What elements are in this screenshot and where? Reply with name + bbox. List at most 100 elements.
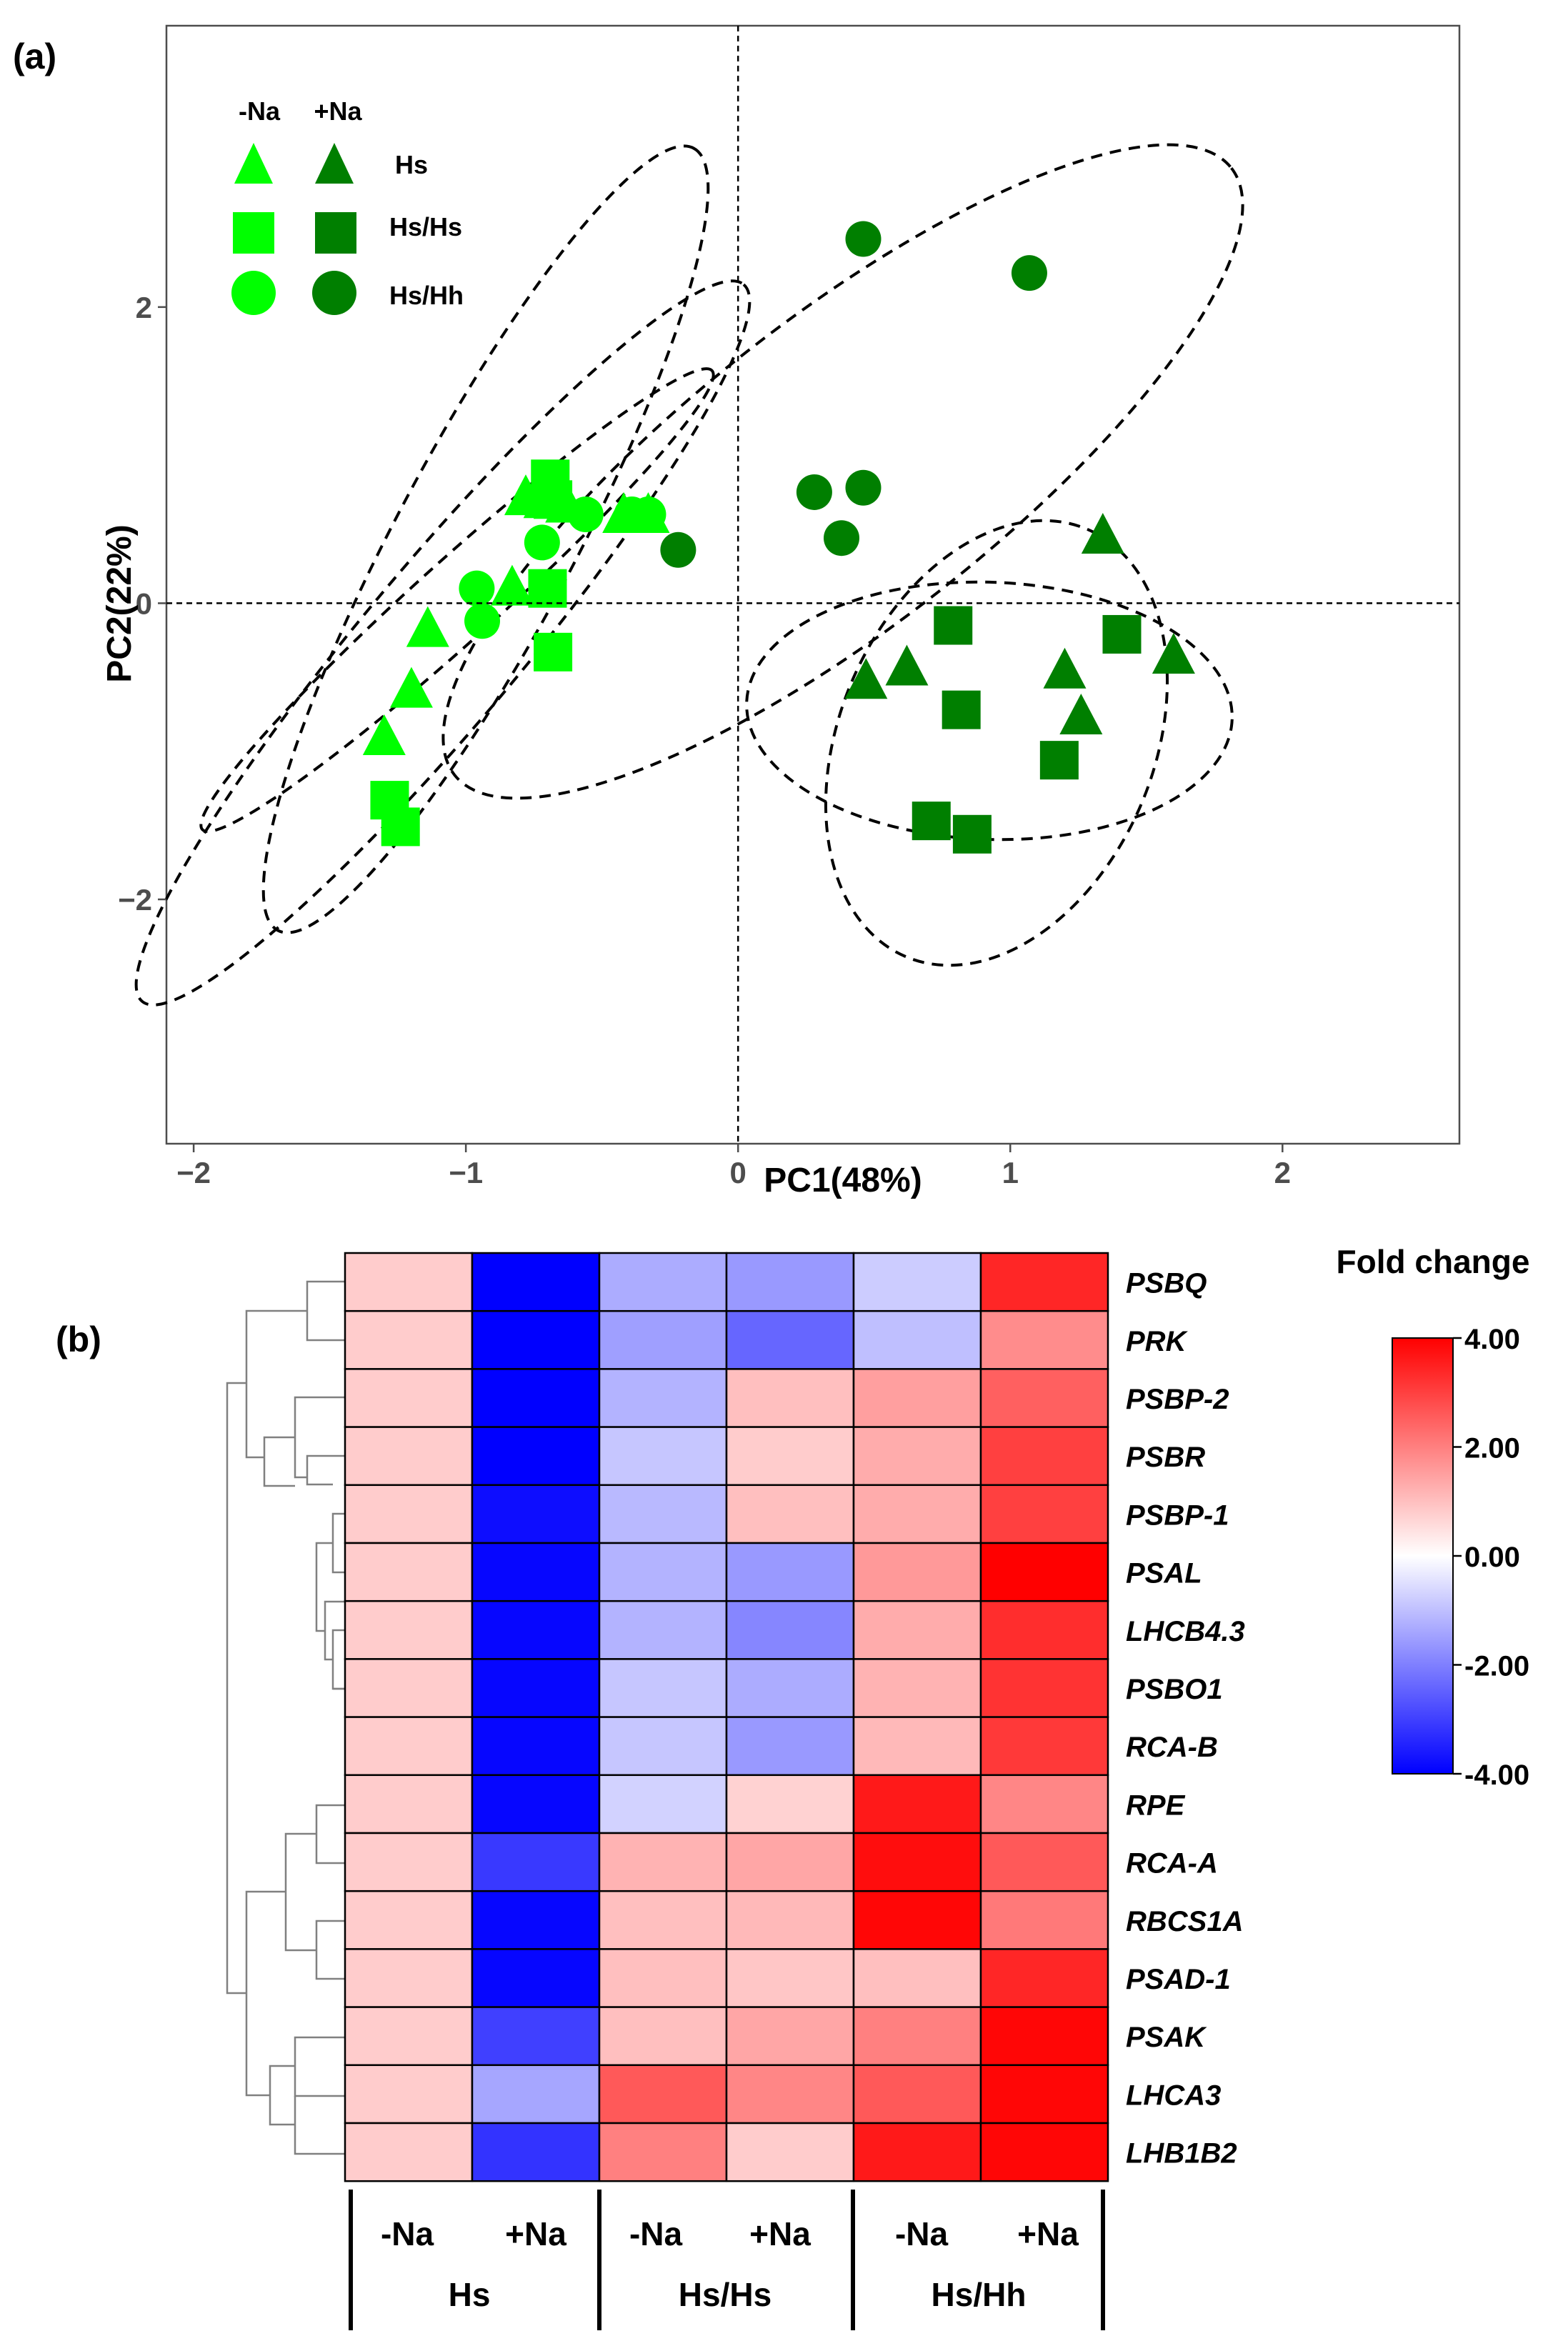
scatter-point-triangle xyxy=(1081,513,1124,554)
heatmap-cell xyxy=(471,1309,601,1370)
legend-ticks: 4.00 2.00 0.00 -2.00 -4.00 xyxy=(1453,1324,1529,1791)
axis-ticks: −2 −1 0 1 2 2 0 −2 xyxy=(118,26,1459,1189)
scatter-point-triangle xyxy=(389,667,433,708)
scatter-point-square xyxy=(381,807,420,847)
heatmap-cell xyxy=(852,1658,982,1718)
heatmap-cell xyxy=(344,1542,474,1602)
scatter-point-circle xyxy=(796,474,832,510)
heatmap-cell xyxy=(725,2064,855,2125)
row-dendrogram xyxy=(226,1280,345,2155)
heatmap-column-label: -Na xyxy=(381,2215,434,2252)
legend-circle-dark xyxy=(312,271,356,315)
heatmap-row-label: PSBP-1 xyxy=(1126,1499,1229,1531)
ellipse-hs-hh-plus-na xyxy=(441,143,1244,800)
heatmap-cell xyxy=(979,1774,1109,1835)
heatmap-group-label: Hs xyxy=(449,2276,491,2313)
scatter-point-circle xyxy=(524,524,560,561)
legend-triangle-light xyxy=(234,143,273,184)
heatmap-cell xyxy=(979,2064,1109,2125)
heatmap-cell xyxy=(725,1774,855,1835)
heatmap-cell xyxy=(598,2006,728,2067)
scatter-point-circle xyxy=(567,496,604,533)
heatmap-cell xyxy=(725,1832,855,1892)
heatmap-row-label: PSAK xyxy=(1126,2022,1207,2053)
heatmap-cell xyxy=(471,1368,601,1428)
heatmap-cell xyxy=(852,1309,982,1370)
heatmap-cell xyxy=(598,1658,728,1718)
heatmap-cell xyxy=(725,2006,855,2067)
heatmap-cell xyxy=(471,1484,601,1544)
heatmap-cell xyxy=(471,1832,601,1892)
heatmap-cell xyxy=(471,1426,601,1487)
heatmap-column-label: +Na xyxy=(505,2215,566,2252)
heatmap-cell xyxy=(979,1252,1109,1312)
heatmap-cell xyxy=(725,1426,855,1487)
scatter-point-circle xyxy=(614,496,650,533)
scatter-point-circle xyxy=(459,570,495,607)
heatmap-cell xyxy=(852,2006,982,2067)
legend-tick-label: 2.00 xyxy=(1464,1433,1520,1464)
heatmap-row-label: PSBR xyxy=(1126,1442,1205,1473)
heatmap-group-label: Hs/Hs xyxy=(679,2276,771,2313)
heatmap-cell xyxy=(344,1774,474,1835)
legend-square-dark xyxy=(315,212,356,254)
panel-b-label: (b) xyxy=(56,1319,101,1359)
pca-panel: (a) -Na +Na Hs Hs/Hs Hs/Hh −2 −1 0 xyxy=(13,24,1461,1199)
legend-tick-label: -4.00 xyxy=(1464,1760,1529,1791)
heatmap-cell xyxy=(979,1948,1109,2008)
heatmap-cell xyxy=(344,1252,474,1312)
x-tick-label: 1 xyxy=(1002,1156,1019,1189)
heatmap-cell xyxy=(979,2122,1109,2182)
heatmap-column-label: -Na xyxy=(629,2215,683,2252)
heatmap-cell xyxy=(598,1426,728,1487)
heatmap-cell xyxy=(979,1426,1109,1487)
legend-title: Fold change xyxy=(1337,1243,1530,1280)
heatmap-cell xyxy=(471,2064,601,2125)
heatmap-column-label: +Na xyxy=(1017,2215,1079,2252)
legend-label-hs-hh: Hs/Hh xyxy=(389,281,464,310)
heatmap-cell xyxy=(725,1484,855,1544)
heatmap-cell xyxy=(344,1426,474,1487)
heatmap-row-labels: PSBQ PRK PSBP-2 PSBR PSBP-1 PSAL LHCB4.3 PSBO1 R… xyxy=(1126,1268,1245,2170)
y-tick-label: 0 xyxy=(136,587,152,620)
heatmap-row-label: PRK xyxy=(1126,1326,1189,1357)
heatmap-row-label: PSBO1 xyxy=(1126,1674,1223,1705)
heatmap-cell xyxy=(725,1948,855,2008)
heatmap-row-label: LHB1B2 xyxy=(1126,2138,1237,2170)
heatmap-cell xyxy=(344,1948,474,2008)
x-tick-label: −2 xyxy=(176,1156,211,1189)
heatmap-cell xyxy=(344,1484,474,1544)
ellipse-hs-hs-plus-na xyxy=(824,519,1169,967)
panel-a-label: (a) xyxy=(13,36,56,76)
scatter-point-square xyxy=(534,480,573,519)
scatter-point-square xyxy=(942,690,981,729)
plot-area xyxy=(165,24,1461,1145)
heatmap-cell xyxy=(471,2122,601,2182)
heatmap-row-label: RCA-A xyxy=(1126,1848,1218,1880)
heatmap-cell xyxy=(344,1890,474,1950)
heatmap-cell xyxy=(725,1542,855,1602)
heatmap-cell xyxy=(725,1252,855,1312)
fold-change-legend: Fold change 4.00 2.00 0.00 -2.00 -4.00 xyxy=(1337,1243,1530,1791)
heatmap-cell xyxy=(979,1716,1109,1777)
legend-triangle-dark xyxy=(315,143,354,184)
heatmap-cell xyxy=(344,1658,474,1718)
heatmap-cell xyxy=(852,1832,982,1892)
heatmap-cell xyxy=(598,1368,728,1428)
heatmap-cell xyxy=(471,1658,601,1718)
heatmap-row-label: PSAD-1 xyxy=(1126,1964,1231,1995)
ellipse-hs-minus-na xyxy=(134,279,751,1007)
heatmap-cell xyxy=(598,1832,728,1892)
heatmap-row-label: PSBP-2 xyxy=(1126,1384,1229,1415)
scatter-point-triangle xyxy=(1043,647,1087,689)
heatmap-cell xyxy=(344,1716,474,1777)
heatmap-cell xyxy=(471,2006,601,2067)
scatter-point-triangle xyxy=(844,658,888,699)
heatmap-cell xyxy=(852,2122,982,2182)
heatmap-cell xyxy=(598,1484,728,1544)
heatmap-panel: (b) PSBQPRKPSBP-2PSBRPSBP-1PSALLHCB4.3PS… xyxy=(56,1243,1529,2330)
heatmap-cell xyxy=(725,1599,855,1660)
scatter-point-circle xyxy=(464,603,501,639)
heatmap-cell xyxy=(598,1309,728,1370)
heatmap-cell xyxy=(344,2122,474,2182)
